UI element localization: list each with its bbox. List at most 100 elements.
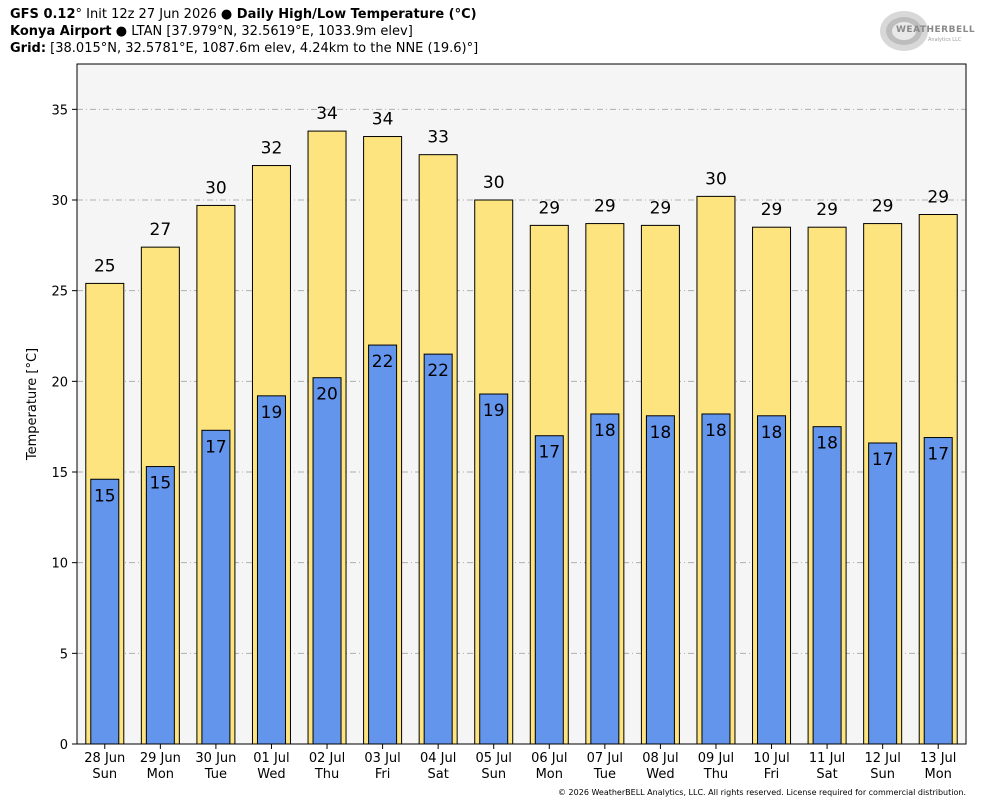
low-value-label: 18 bbox=[705, 421, 727, 441]
high-value-label: 29 bbox=[816, 200, 838, 220]
low-value-label: 19 bbox=[261, 403, 283, 423]
low-bar bbox=[368, 344, 398, 745]
x-tick-label-weekday: Thu bbox=[314, 767, 339, 782]
model-name: GFS 0.12 bbox=[10, 7, 76, 22]
x-tick-label-date: 09 Jul bbox=[698, 751, 734, 766]
low-bar bbox=[868, 442, 898, 745]
low-value-label: 19 bbox=[483, 401, 505, 421]
y-tick-label: 30 bbox=[51, 194, 68, 209]
x-tick-label-weekday: Mon bbox=[925, 767, 952, 782]
x-tick-label-date: 05 Jul bbox=[476, 751, 512, 766]
low-bar bbox=[90, 478, 120, 745]
init-time: Init 12z 27 Jun 2026 bbox=[82, 7, 221, 22]
high-value-label: 29 bbox=[538, 198, 560, 218]
grid-label: Grid: bbox=[10, 41, 47, 56]
low-bar bbox=[812, 426, 842, 745]
x-tick-label-weekday: Sun bbox=[481, 767, 506, 782]
grid-line: Grid: [38.015°N, 32.5781°E, 1087.6m elev… bbox=[10, 41, 478, 57]
x-tick-label-date: 01 Jul bbox=[253, 751, 289, 766]
x-tick-label-date: 30 Jun bbox=[195, 751, 236, 766]
low-bar bbox=[312, 377, 342, 745]
y-tick-label: 20 bbox=[51, 375, 68, 390]
x-tick-label-weekday: Wed bbox=[646, 767, 674, 782]
low-value-label: 15 bbox=[150, 474, 172, 494]
low-bar bbox=[201, 429, 231, 745]
x-tick-label-date: 08 Jul bbox=[642, 751, 678, 766]
station-name: Konya Airport bbox=[10, 24, 112, 39]
model-degree: ° bbox=[75, 7, 83, 22]
y-tick-label: 15 bbox=[51, 466, 68, 481]
x-tick-label-weekday: Sun bbox=[92, 767, 117, 782]
low-bar bbox=[923, 437, 953, 745]
plot-border bbox=[76, 63, 967, 745]
low-value-label: 17 bbox=[205, 437, 227, 457]
high-value-label: 29 bbox=[594, 197, 616, 217]
low-bar bbox=[645, 415, 675, 745]
x-tick-label-weekday: Tue bbox=[204, 767, 227, 782]
x-tick-label-date: 07 Jul bbox=[587, 751, 623, 766]
logo-subtext: Analytics LLC bbox=[928, 37, 962, 43]
x-tick-label-weekday: Mon bbox=[147, 767, 174, 782]
high-value-label: 34 bbox=[372, 110, 394, 130]
x-tick-label-weekday: Mon bbox=[536, 767, 563, 782]
x-tick-label-weekday: Tue bbox=[593, 767, 616, 782]
low-value-label: 17 bbox=[872, 450, 894, 470]
x-tick-label-weekday: Sat bbox=[816, 767, 837, 782]
weatherbell-logo: WEATHERBELL Analytics LLC bbox=[878, 7, 975, 55]
y-tick-label: 25 bbox=[51, 285, 68, 300]
low-bar bbox=[423, 353, 453, 745]
high-value-label: 34 bbox=[316, 104, 338, 124]
y-tick-label: 10 bbox=[51, 557, 68, 572]
logo-swirl-icon bbox=[880, 11, 928, 51]
high-value-label: 32 bbox=[261, 139, 283, 159]
low-bar bbox=[479, 393, 509, 745]
low-value-label: 22 bbox=[427, 361, 449, 381]
low-value-label: 18 bbox=[594, 421, 616, 441]
low-value-label: 15 bbox=[94, 486, 116, 506]
y-axis-label: Temperature [°C] bbox=[25, 348, 40, 461]
high-value-label: 30 bbox=[483, 173, 505, 193]
bullet-icon: ● bbox=[220, 7, 233, 22]
y-tick-label: 5 bbox=[60, 647, 68, 662]
x-tick-label-weekday: Fri bbox=[764, 767, 780, 782]
x-tick-label-date: 29 Jun bbox=[140, 751, 181, 766]
low-value-label: 17 bbox=[538, 443, 560, 463]
grid-info: [38.015°N, 32.5781°E, 1087.6m elev, 4.24… bbox=[46, 41, 479, 56]
low-value-label: 18 bbox=[761, 423, 783, 443]
high-value-label: 29 bbox=[927, 188, 949, 208]
low-value-label: 18 bbox=[650, 423, 672, 443]
logo-text: WEATHERBELL bbox=[896, 25, 976, 35]
x-tick-label-date: 13 Jul bbox=[920, 751, 956, 766]
chart-title-unit: °C) bbox=[454, 7, 477, 22]
high-value-label: 33 bbox=[427, 128, 449, 148]
high-value-label: 29 bbox=[650, 198, 672, 218]
x-tick-label-date: 10 Jul bbox=[753, 751, 789, 766]
x-tick-label-weekday: Fri bbox=[375, 767, 391, 782]
high-value-label: 30 bbox=[205, 178, 227, 198]
x-tick-label-date: 28 Jun bbox=[84, 751, 125, 766]
x-tick-label-date: 04 Jul bbox=[420, 751, 456, 766]
x-tick-label-date: 06 Jul bbox=[531, 751, 567, 766]
low-bar bbox=[256, 395, 286, 745]
y-tick-label: 35 bbox=[51, 103, 68, 118]
station-line: Konya Airport ● LTAN [37.979°N, 32.5619°… bbox=[10, 24, 413, 40]
low-bar bbox=[757, 415, 787, 745]
y-tick-label: 0 bbox=[60, 738, 68, 753]
high-value-label: 29 bbox=[872, 197, 894, 217]
chart-title: Daily High/Low Temperature ( bbox=[232, 7, 455, 22]
x-tick-label-weekday: Wed bbox=[257, 767, 285, 782]
low-bar bbox=[701, 413, 731, 745]
low-value-label: 18 bbox=[816, 434, 838, 454]
high-value-label: 30 bbox=[705, 169, 727, 189]
station-info: LTAN [37.979°N, 32.5619°E, 1033.9m elev] bbox=[131, 24, 413, 39]
x-tick-label-weekday: Thu bbox=[703, 767, 728, 782]
x-tick-label-date: 03 Jul bbox=[364, 751, 400, 766]
high-value-label: 29 bbox=[761, 200, 783, 220]
low-bar bbox=[534, 435, 564, 745]
high-value-label: 27 bbox=[150, 220, 172, 240]
x-tick-label-date: 12 Jul bbox=[864, 751, 900, 766]
chart-title-line1: GFS 0.12° Init 12z 27 Jun 2026 ● Daily H… bbox=[10, 7, 477, 23]
high-value-label: 25 bbox=[94, 256, 116, 276]
copyright-notice: © 2026 WeatherBELL Analytics, LLC. All r… bbox=[558, 788, 966, 797]
